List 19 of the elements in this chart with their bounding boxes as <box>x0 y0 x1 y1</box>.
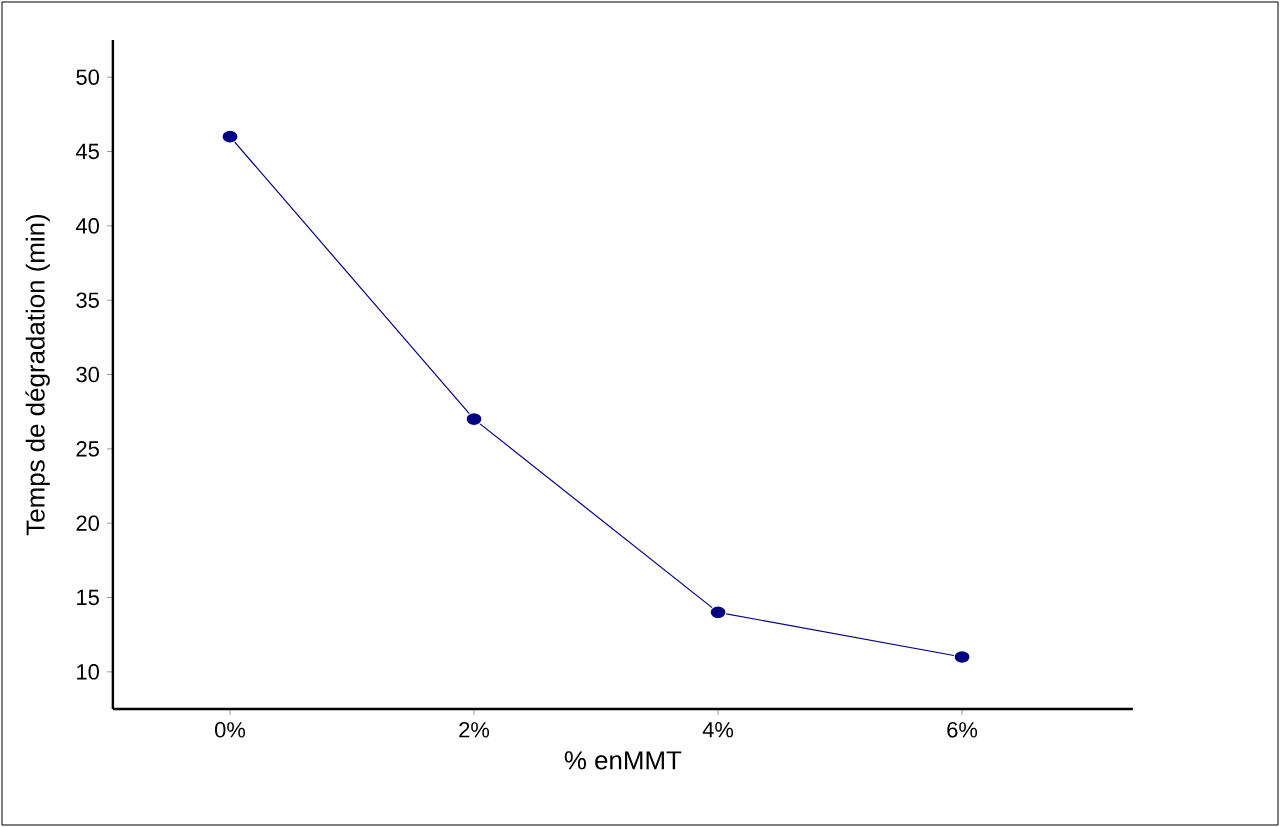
y-tick-label: 25 <box>76 441 99 457</box>
y-axis-title: Temps de dégradation (min) <box>25 214 50 536</box>
point <box>221 129 239 144</box>
y-tick-label: 35 <box>76 292 99 308</box>
x-axis-title: % enMMT <box>564 751 682 770</box>
x-tick-label: 0% <box>215 722 246 738</box>
y-tick-label: 20 <box>76 515 99 531</box>
y-tick-label: 15 <box>77 589 99 606</box>
y-tick-label: 50 <box>76 69 99 85</box>
y-tick-label: 40 <box>75 218 99 234</box>
point <box>465 412 483 427</box>
y-tick-label: 45 <box>75 143 99 160</box>
y-tick-label: 30 <box>76 366 99 383</box>
y-tick-label: 10 <box>77 664 99 680</box>
x-tick-label: 4% <box>702 722 734 738</box>
point <box>709 605 727 620</box>
point <box>953 649 971 664</box>
x-tick-label: 2% <box>459 722 490 738</box>
x-tick-label: 6% <box>947 722 978 738</box>
